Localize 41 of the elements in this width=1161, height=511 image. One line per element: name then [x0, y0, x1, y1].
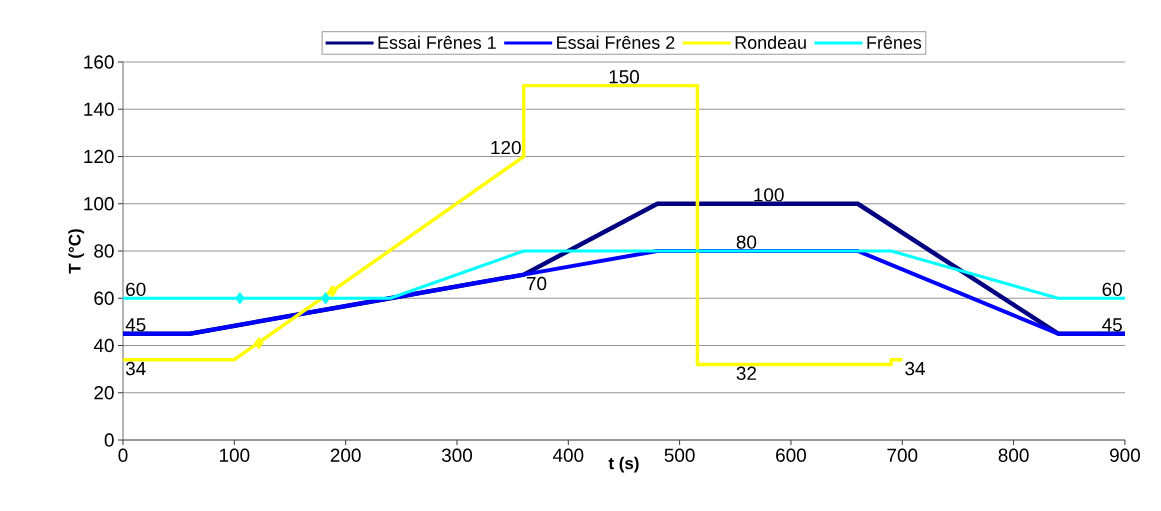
y-tick-label: 100	[84, 197, 114, 211]
y-tick-label: 40	[93, 338, 114, 353]
legend-label: Rondeau	[735, 35, 806, 49]
annotation: 60	[126, 282, 146, 297]
x-tick-label: 200	[330, 448, 361, 462]
x-axis-title: t (s)	[608, 456, 639, 473]
y-tick-label: 20	[94, 386, 114, 400]
y-axis-title: T (°C)	[68, 229, 85, 274]
annotation: 80	[736, 235, 757, 249]
legend-label: Essai Frênes 2	[557, 35, 675, 49]
y-tick-label: 160	[84, 55, 114, 69]
annotation: 100	[754, 188, 784, 202]
legend-label: Essai Frênes 1	[378, 35, 496, 49]
x-tick-label: 800	[998, 448, 1029, 462]
x-tick-label: 900	[1110, 448, 1140, 462]
annotation: 70	[526, 276, 547, 291]
legend-label: Frênes	[867, 35, 922, 49]
annotation: 150	[609, 70, 639, 84]
annotation: 60	[1102, 282, 1122, 297]
x-tick-label: 500	[664, 448, 695, 462]
y-tick-label: 80	[94, 244, 114, 258]
point	[254, 336, 264, 350]
annotation: 45	[125, 318, 146, 332]
y-tick-label: 0	[104, 433, 114, 447]
x-tick-label: 600	[776, 448, 806, 462]
x-tick-label: 100	[219, 448, 250, 462]
x-tick-label: 300	[441, 448, 473, 462]
point	[327, 284, 337, 298]
y-tick-label: 60	[94, 291, 114, 305]
x-tick-label: 700	[887, 448, 918, 462]
y-tick-label: 120	[84, 149, 114, 164]
x-tick-label: 0	[118, 448, 128, 462]
point	[235, 292, 245, 305]
annotation: 34	[905, 361, 925, 376]
annotation: 120	[491, 140, 521, 155]
y-tick-label: 140	[84, 102, 114, 116]
annotation: 32	[736, 366, 756, 380]
x-tick-label: 400	[552, 448, 584, 462]
annotation: 45	[1102, 318, 1122, 332]
point	[320, 292, 331, 305]
annotation: 34	[125, 361, 146, 376]
